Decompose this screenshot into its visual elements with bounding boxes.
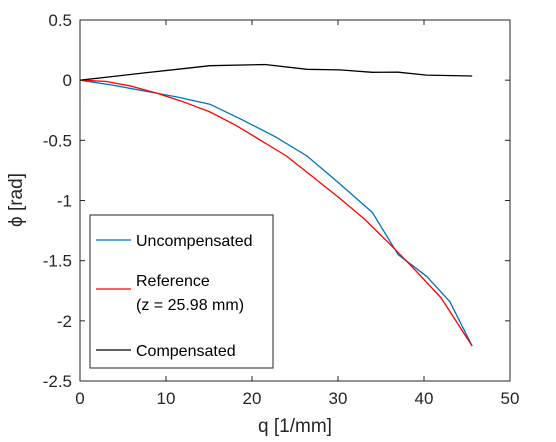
series-line-reference (79, 79, 473, 347)
legend-label-reference: Reference (136, 273, 210, 290)
series-line-compensated (79, 63, 473, 81)
x-tick-label: 50 (501, 389, 520, 408)
y-axis-label: ϕ [rad] (6, 173, 27, 227)
legend-label-compensated: Compensated (136, 343, 236, 360)
x-axis-label: q [1/mm] (258, 416, 332, 437)
legend-label-uncompensated: Uncompensated (136, 233, 253, 250)
tick-layer: 0 10 20 30 40 50 0.5 0 -0.5 -1 -1.5 -2 -2.5 (43, 11, 520, 408)
plot-layer (79, 63, 473, 347)
y-tick-label: -1 (57, 192, 72, 211)
y-tick-label: -1.5 (43, 252, 72, 271)
x-tick-label: 20 (243, 389, 262, 408)
series-line-uncompensated (79, 79, 473, 347)
y-tick-label: -0.5 (43, 131, 72, 150)
y-tick-label: -2 (57, 312, 72, 331)
x-tick-label: 30 (329, 389, 348, 408)
y-tick-label: 0.5 (48, 11, 72, 30)
y-tick-label: 0 (63, 71, 72, 90)
x-tick-label: 0 (75, 389, 84, 408)
x-tick-label: 10 (157, 389, 176, 408)
legend: Uncompensated Reference (z = 25.98 mm) Comp… (89, 214, 274, 369)
y-tick-label: -2.5 (43, 372, 72, 391)
legend-sublabel-reference: (z = 25.98 mm) (136, 297, 244, 314)
x-tick-label: 40 (415, 389, 434, 408)
